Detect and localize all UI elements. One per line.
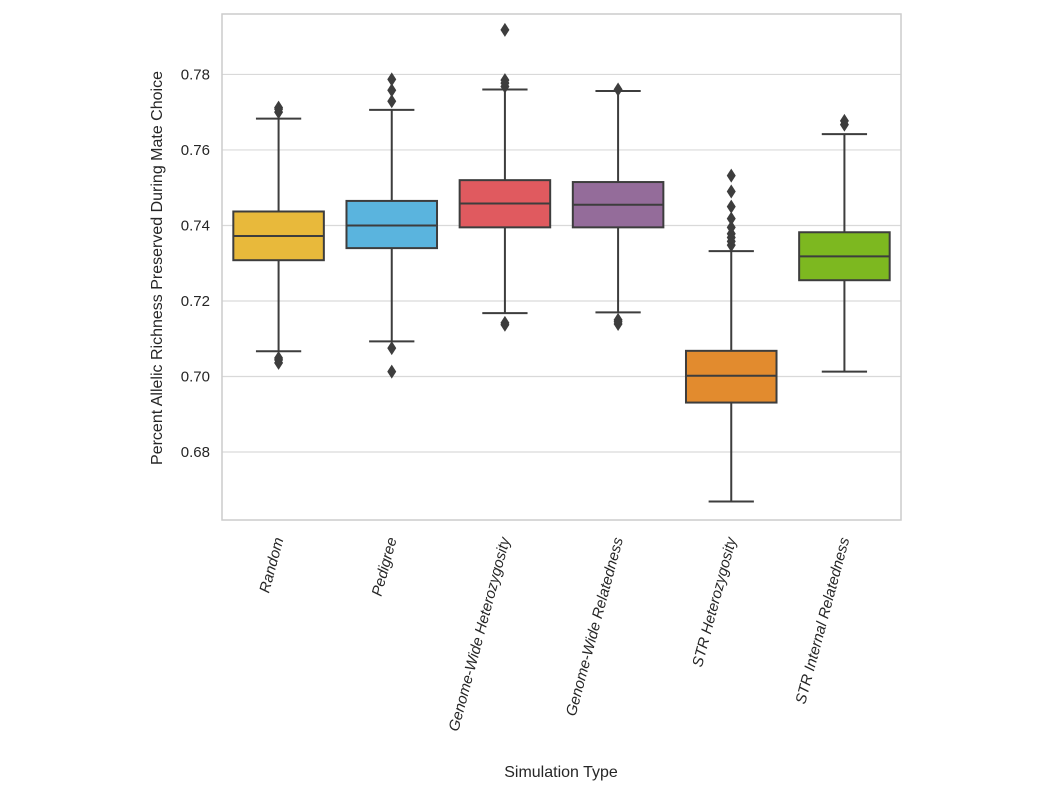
plot-background bbox=[222, 14, 901, 520]
x-tick-label: STR Internal Relatedness bbox=[792, 535, 853, 706]
outlier-point bbox=[500, 22, 510, 37]
x-tick-label: Random bbox=[256, 536, 287, 595]
outlier-point bbox=[613, 82, 623, 97]
box-group bbox=[798, 113, 891, 373]
box-group bbox=[345, 72, 439, 379]
box-group bbox=[232, 100, 325, 370]
y-axis-title: Percent Allelic Richness Preserved Durin… bbox=[149, 71, 166, 465]
outlier-point bbox=[500, 73, 510, 88]
y-tick-label: 0.72 bbox=[181, 293, 210, 310]
y-tick-label: 0.74 bbox=[181, 217, 210, 234]
x-tick-label: STR Heterozygosity bbox=[689, 534, 740, 669]
y-tick-label: 0.78 bbox=[181, 66, 210, 83]
outlier-point bbox=[500, 315, 510, 330]
outlier-point bbox=[726, 184, 736, 199]
x-tick-label: Genome-Wide Heterozygosity bbox=[446, 534, 515, 733]
y-tick-label: 0.70 bbox=[181, 369, 210, 386]
outlier-point bbox=[274, 351, 284, 366]
x-tick-label: Genome-Wide Relatedness bbox=[563, 535, 627, 718]
grid-lines bbox=[222, 73, 901, 453]
outlier-point bbox=[839, 113, 849, 128]
outlier-point bbox=[387, 364, 397, 379]
x-tick-label: Pedigree bbox=[369, 536, 401, 598]
x-tick-labels: Random Pedigree Genome-Wide Heterozygosity… bbox=[256, 534, 853, 733]
box-series bbox=[232, 22, 891, 503]
y-tick-labels: 0.68 0.70 0.72 0.74 0.76 0.78 bbox=[181, 66, 210, 461]
outlier-point bbox=[387, 341, 397, 356]
outlier-point bbox=[726, 199, 736, 214]
box-group bbox=[458, 22, 552, 332]
x-axis-title: Simulation Type bbox=[504, 764, 618, 781]
y-tick-label: 0.76 bbox=[181, 142, 210, 159]
box-group bbox=[684, 168, 778, 503]
y-tick-label: 0.68 bbox=[181, 444, 210, 461]
outlier-point bbox=[387, 94, 397, 109]
outlier-point bbox=[274, 100, 284, 115]
outlier-point bbox=[387, 72, 397, 87]
outlier-point bbox=[613, 312, 623, 327]
outlier-point bbox=[387, 83, 397, 98]
outlier-point bbox=[726, 168, 736, 183]
plot-frame bbox=[221, 13, 902, 521]
outlier-point bbox=[726, 211, 736, 226]
box-group bbox=[571, 82, 665, 332]
outlier-point bbox=[726, 220, 736, 235]
